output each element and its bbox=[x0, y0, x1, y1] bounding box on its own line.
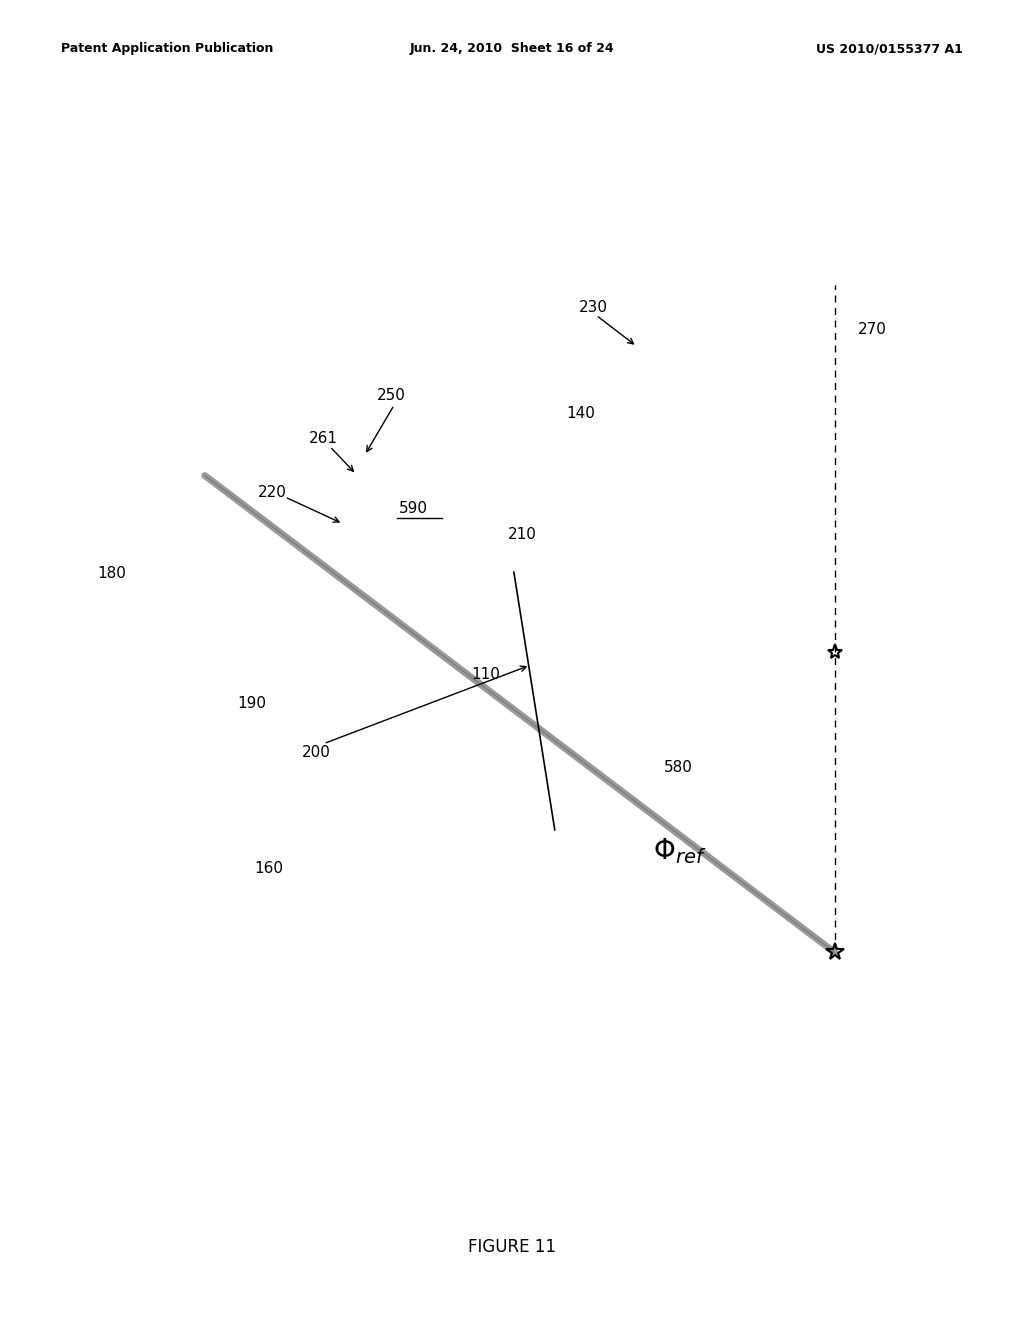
Text: 580: 580 bbox=[664, 760, 692, 775]
Text: $\Phi_{ref}$: $\Phi_{ref}$ bbox=[653, 837, 707, 866]
Text: 590: 590 bbox=[399, 500, 428, 516]
Text: 200: 200 bbox=[302, 746, 331, 760]
Text: 261: 261 bbox=[309, 432, 338, 446]
Text: Jun. 24, 2010  Sheet 16 of 24: Jun. 24, 2010 Sheet 16 of 24 bbox=[410, 42, 614, 55]
Text: 230: 230 bbox=[579, 300, 607, 314]
Text: US 2010/0155377 A1: US 2010/0155377 A1 bbox=[816, 42, 963, 55]
Text: 140: 140 bbox=[566, 407, 595, 421]
Text: 110: 110 bbox=[471, 667, 500, 681]
Text: 180: 180 bbox=[97, 566, 126, 581]
Text: 250: 250 bbox=[377, 388, 406, 404]
Text: 190: 190 bbox=[238, 696, 266, 710]
Text: 160: 160 bbox=[254, 861, 283, 875]
Text: 210: 210 bbox=[508, 528, 537, 543]
Text: Patent Application Publication: Patent Application Publication bbox=[61, 42, 273, 55]
Text: FIGURE 11: FIGURE 11 bbox=[468, 1238, 556, 1257]
Text: 220: 220 bbox=[258, 484, 287, 500]
Text: 270: 270 bbox=[858, 322, 887, 337]
